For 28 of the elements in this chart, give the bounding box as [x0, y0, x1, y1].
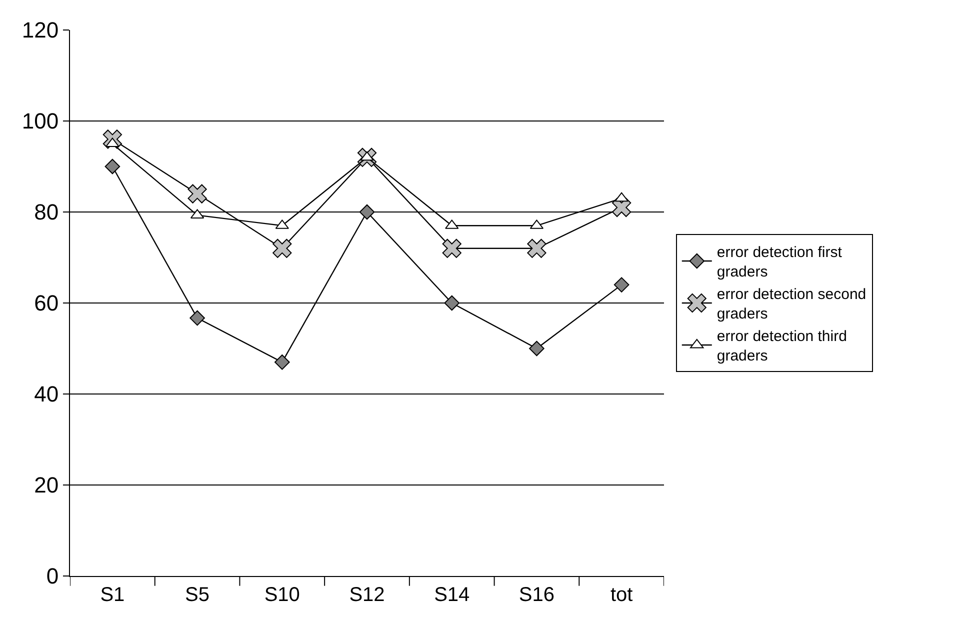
- point: [272, 238, 292, 258]
- x-tick-label: tot: [610, 584, 634, 606]
- point: [527, 238, 546, 258]
- point: [444, 295, 460, 311]
- point: [274, 354, 290, 370]
- point: [612, 198, 632, 218]
- y-tick-label: 0: [46, 564, 59, 589]
- y-tick-label: 20: [34, 472, 59, 498]
- y-tick-label: 100: [22, 108, 59, 134]
- y-tick-label: 60: [34, 290, 59, 316]
- x-tick-label: S10: [264, 584, 300, 606]
- point: [529, 340, 544, 356]
- y-tick-label: 80: [34, 200, 59, 225]
- point: [442, 238, 462, 258]
- y-tick-label: 120: [22, 18, 59, 43]
- point: [359, 204, 375, 220]
- y-tick-label: 40: [34, 382, 59, 407]
- x-tick-label: S14: [434, 584, 470, 606]
- x-tick-label: S5: [185, 584, 210, 606]
- point: [188, 184, 207, 204]
- point: [190, 310, 205, 326]
- x-tick-label: S12: [349, 584, 385, 606]
- x-tick-label: S1: [100, 584, 125, 606]
- point: [104, 158, 120, 174]
- point: [614, 277, 630, 292]
- x-tick-label: S16: [518, 584, 555, 606]
- point: [614, 192, 628, 202]
- legend-label: error detection third graders: [716, 328, 847, 365]
